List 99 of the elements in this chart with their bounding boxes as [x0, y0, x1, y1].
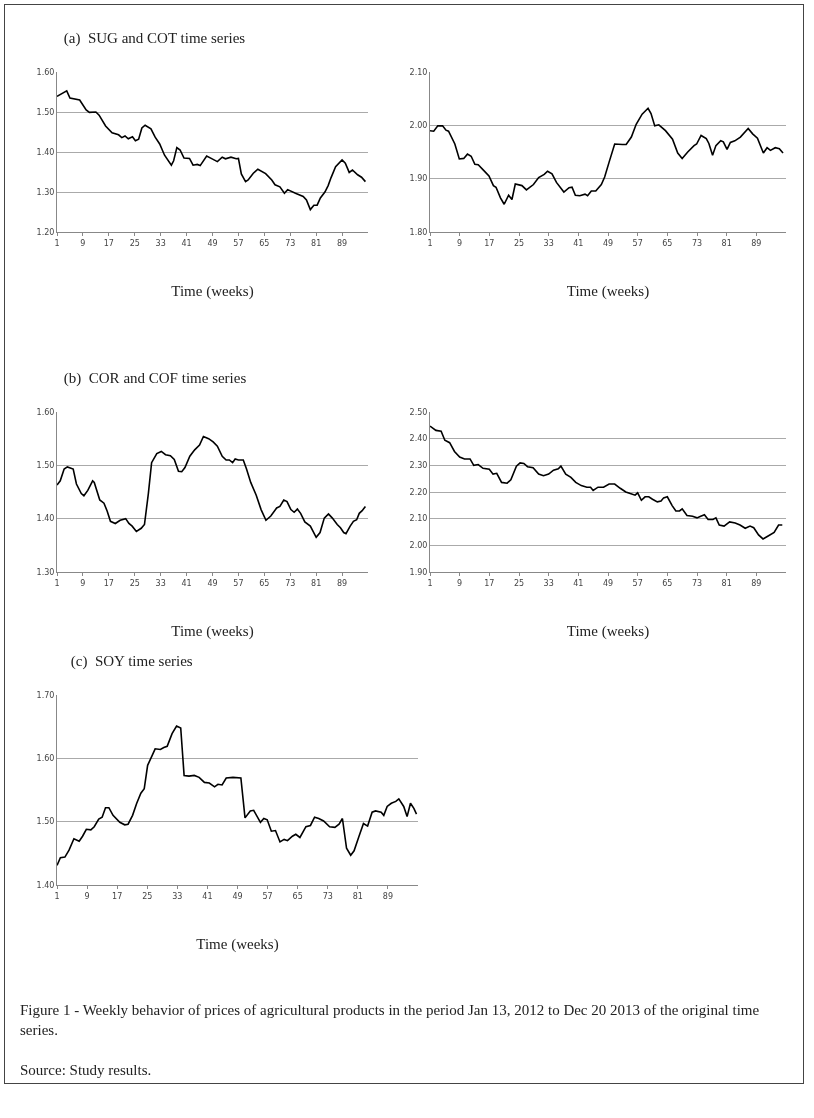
- y-tick-label: 1.50: [36, 107, 55, 117]
- x-tick-label: 65: [662, 238, 673, 248]
- x-tick-label: 73: [322, 891, 333, 901]
- x-tick-label: 25: [129, 578, 140, 588]
- y-tick-label: 2.10: [409, 67, 428, 77]
- x-tick-label: 89: [751, 578, 762, 588]
- x-tick-label: 41: [202, 891, 213, 901]
- chart-title: (c) SOY time series: [70, 652, 193, 670]
- x-axis-title: Time (weeks): [171, 622, 254, 640]
- x-tick-label: 89: [382, 891, 394, 901]
- x-tick-label: 81: [311, 578, 322, 588]
- x-tick-label: 41: [181, 238, 192, 248]
- line-series: [57, 725, 418, 867]
- x-tick-label: 49: [602, 238, 614, 248]
- y-tick-label: 1.90: [409, 174, 428, 184]
- x-tick-label: 57: [233, 578, 244, 588]
- line-series: [57, 90, 367, 211]
- x-tick-label: 25: [513, 238, 525, 248]
- x-tick-label: 17: [103, 578, 114, 588]
- y-tick-label: 1.60: [36, 67, 55, 77]
- x-axis-title: Time (weeks): [566, 282, 650, 300]
- x-tick-label: 81: [721, 578, 732, 588]
- x-tick-label: 33: [543, 238, 554, 248]
- x-tick-label: 57: [262, 891, 273, 901]
- line-series: [430, 107, 784, 206]
- y-tick-label: 1.50: [36, 461, 55, 471]
- x-tick-label: 9: [80, 238, 86, 248]
- x-axis-title: Time (weeks): [566, 622, 650, 640]
- y-tick-label: 2.00: [409, 541, 428, 551]
- x-tick-label: 9: [457, 238, 463, 248]
- x-tick-label: 17: [484, 238, 495, 248]
- x-tick-label: 65: [292, 891, 303, 901]
- x-tick-label: 73: [285, 238, 296, 248]
- x-tick-label: 57: [233, 238, 244, 248]
- y-tick-label: 1.80: [409, 227, 428, 237]
- x-axis-title: Time (weeks): [196, 935, 279, 953]
- y-tick-label: 1.30: [36, 567, 55, 577]
- x-tick-label: 73: [285, 578, 296, 588]
- y-tick-label: 1.60: [36, 407, 55, 417]
- x-tick-label: 9: [80, 578, 86, 588]
- x-tick-label: 73: [691, 578, 703, 588]
- x-tick-label: 9: [84, 891, 90, 901]
- chart-title: (b) COR and COF time series: [63, 369, 247, 387]
- x-tick-label: 33: [155, 578, 166, 588]
- x-tick-label: 25: [513, 578, 525, 588]
- y-tick-label: 1.60: [36, 754, 55, 764]
- x-tick-label: 41: [573, 238, 584, 248]
- x-tick-label: 81: [352, 891, 363, 901]
- x-tick-label: 33: [543, 578, 554, 588]
- x-tick-label: 89: [336, 238, 348, 248]
- chart-title: (a) SUG and COT time series: [63, 29, 246, 47]
- y-tick-label: 2.20: [409, 487, 428, 497]
- x-tick-label: 25: [142, 891, 153, 901]
- y-tick-label: 1.40: [36, 514, 55, 524]
- y-tick-label: 2.50: [409, 407, 428, 417]
- x-tick-label: 49: [207, 238, 218, 248]
- x-tick-label: 73: [691, 238, 703, 248]
- x-tick-label: 1: [54, 578, 60, 588]
- y-tick-label: 2.00: [409, 121, 428, 131]
- line-series: [430, 425, 784, 540]
- x-tick-label: 41: [181, 578, 192, 588]
- x-tick-label: 89: [751, 238, 762, 248]
- line-series: [57, 435, 367, 539]
- caption: Figure 1 - Weekly behavior of prices of agricultural products in the period Jan 13, 2012 to Dec 20 2013 of the original time series.: [20, 1001, 761, 1040]
- x-tick-label: 25: [129, 238, 140, 248]
- x-tick-label: 57: [632, 238, 643, 248]
- y-tick-label: 1.20: [36, 227, 55, 237]
- y-tick-label: 2.30: [409, 461, 428, 471]
- x-tick-label: 57: [632, 578, 643, 588]
- y-tick-label: 1.90: [409, 567, 428, 577]
- x-tick-label: 17: [112, 891, 123, 901]
- x-tick-label: 33: [172, 891, 183, 901]
- x-tick-label: 17: [103, 238, 114, 248]
- x-tick-label: 1: [54, 238, 60, 248]
- x-tick-label: 17: [484, 578, 495, 588]
- x-axis-title: Time (weeks): [171, 282, 254, 300]
- x-tick-label: 1: [427, 238, 433, 248]
- y-tick-label: 2.10: [409, 514, 428, 524]
- x-tick-label: 33: [155, 238, 166, 248]
- x-tick-label: 65: [662, 578, 673, 588]
- x-tick-label: 81: [721, 238, 732, 248]
- x-tick-label: 49: [207, 578, 218, 588]
- x-tick-label: 1: [54, 891, 60, 901]
- y-tick-label: 1.50: [36, 817, 55, 827]
- y-tick-label: 1.40: [36, 880, 55, 890]
- y-tick-label: 2.40: [409, 434, 428, 444]
- x-tick-label: 49: [232, 891, 243, 901]
- y-tick-label: 1.40: [36, 147, 55, 157]
- x-tick-label: 65: [259, 238, 270, 248]
- source-note: Source: Study results.: [20, 1061, 152, 1080]
- x-tick-label: 81: [311, 238, 322, 248]
- y-tick-label: 1.70: [36, 690, 55, 700]
- x-tick-label: 9: [457, 578, 463, 588]
- y-tick-label: 1.30: [36, 187, 55, 197]
- x-tick-label: 49: [602, 578, 614, 588]
- x-tick-label: 41: [573, 578, 584, 588]
- x-tick-label: 65: [259, 578, 270, 588]
- x-tick-label: 89: [336, 578, 348, 588]
- x-tick-label: 1: [427, 578, 433, 588]
